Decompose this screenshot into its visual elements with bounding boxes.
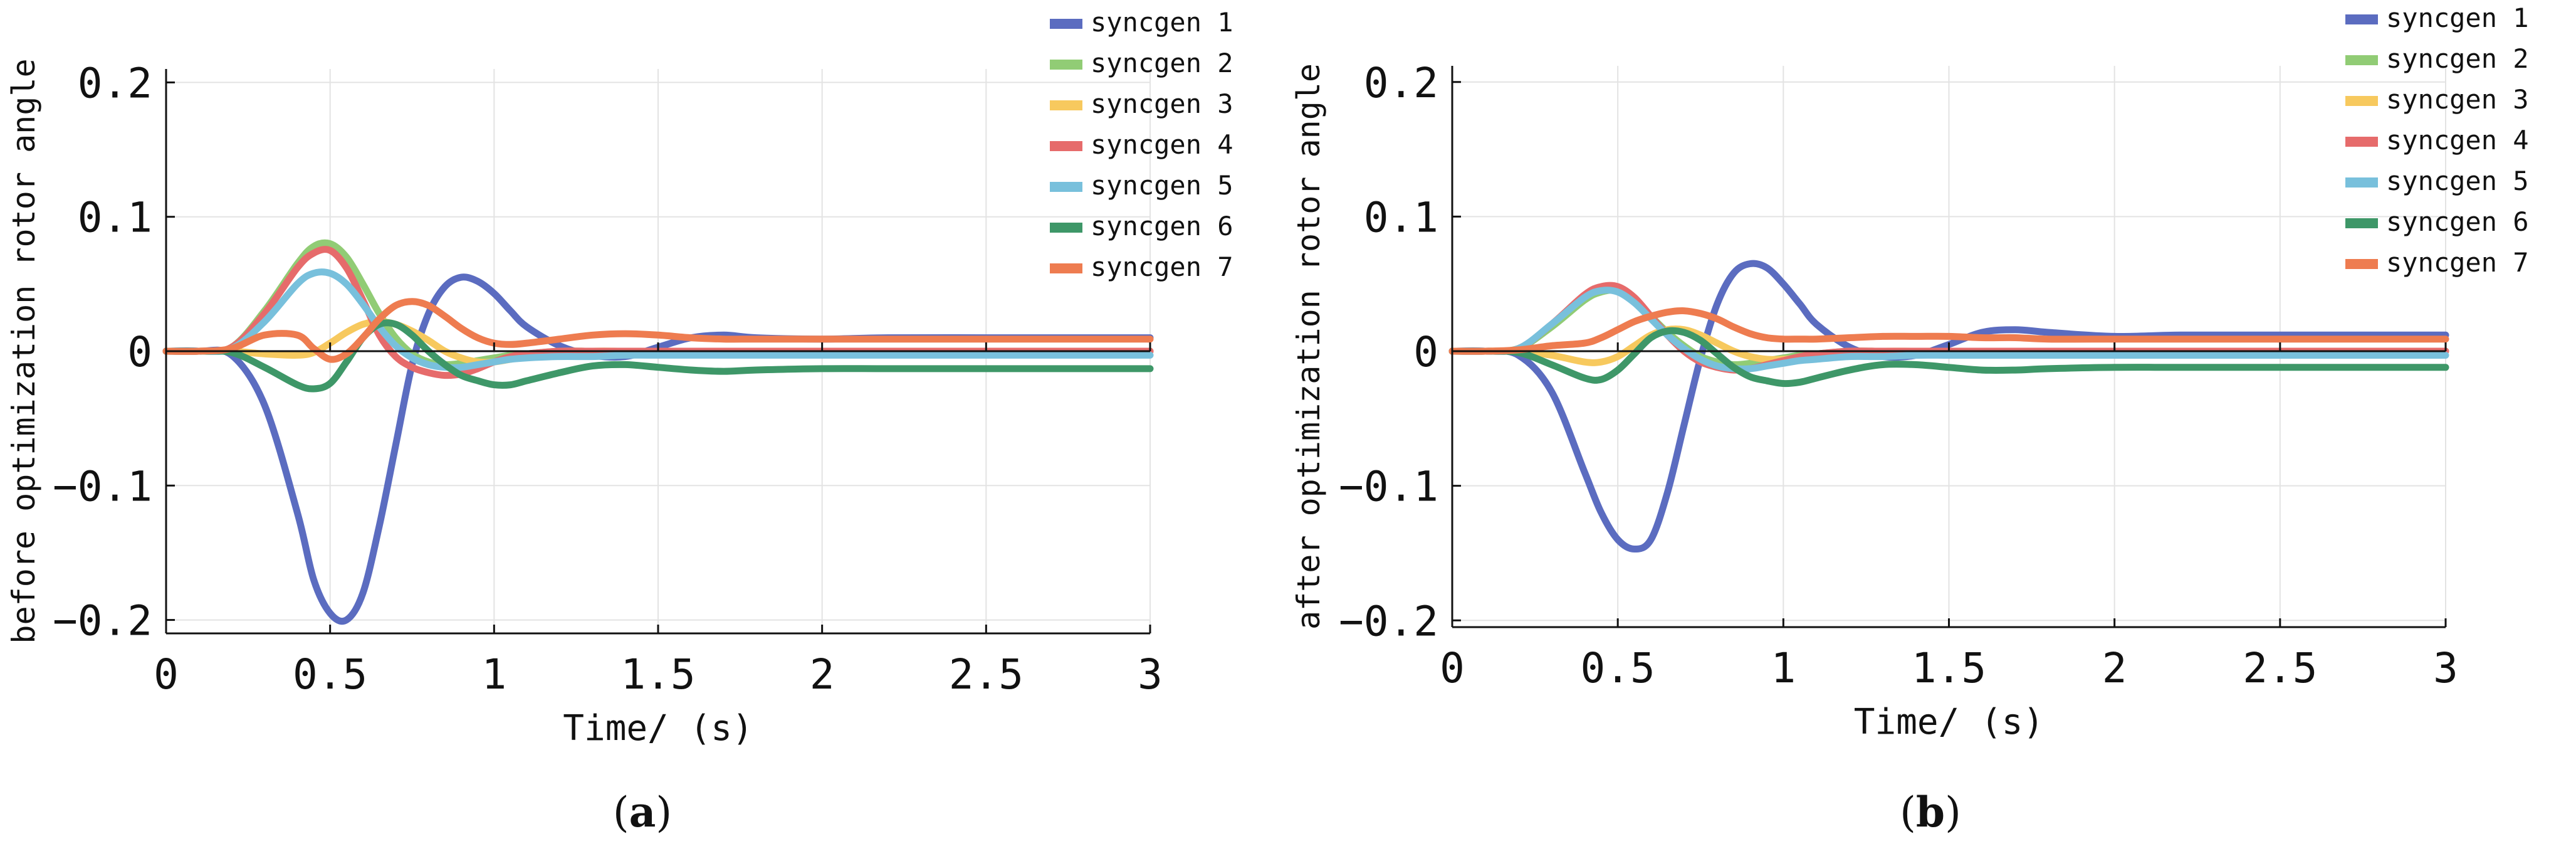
x-tick-label-a-5: 2.5	[949, 650, 1024, 699]
legend-label-a-7: syncgen 7	[1091, 251, 1233, 282]
panel-caption-a: (a)	[613, 788, 672, 837]
legend-label-b-4: syncgen 4	[2386, 125, 2529, 156]
legend-label-b-7: syncgen 7	[2386, 247, 2529, 278]
y-tick-label-a-4: 0.2	[78, 59, 152, 107]
x-tick-label-a-3: 1.5	[620, 650, 695, 699]
legend-label-b-2: syncgen 2	[2386, 43, 2529, 74]
legend-label-b-5: syncgen 5	[2386, 166, 2529, 196]
y-tick-label-a-1: −0.1	[53, 462, 152, 510]
chart-panel-b: −0.2 −0.1 0 0.1 0.2 0 0.5 1 1.5 2 2.5 3 after optim…	[1291, 3, 2529, 837]
legend-label-a-6: syncgen 6	[1091, 211, 1233, 241]
legend-b: syncgen 1 syncgen 2 syncgen 3 syncgen 4 sync…	[2345, 3, 2529, 278]
legend-a: syncgen 1 syncgen 2 syncgen 3 syncgen 4 sync…	[1050, 7, 1233, 282]
y-tick-label-a-0: −0.2	[53, 597, 152, 645]
y-axis-label-b: after optimization rotor angle	[1291, 63, 1327, 630]
legend-label-a-1: syncgen 1	[1091, 7, 1233, 38]
legend-swatch-a-2	[1050, 60, 1082, 70]
legend-swatch-b-4	[2345, 137, 2378, 147]
legend-label-b-3: syncgen 3	[2386, 84, 2529, 115]
panel-caption-b: (b)	[1900, 788, 1961, 837]
series-line-b-syncgen-7	[1448, 307, 2449, 355]
x-tick-label-a-6: 3	[1138, 650, 1163, 699]
y-tick-label-a-3: 0.1	[78, 194, 152, 242]
y-tick-label-a-2: 0	[127, 328, 152, 376]
series-line-b-syncgen-5	[1448, 287, 2449, 373]
legend-swatch-a-7	[1050, 263, 1082, 273]
chart-panel-a: −0.2 −0.1 0 0.1 0.2 0 0.5 1 1.5 2 2.5 3 before opti…	[6, 7, 1233, 837]
y-tick-label-b-0: −0.2	[1339, 597, 1438, 645]
legend-swatch-a-5	[1050, 182, 1082, 192]
x-tick-label-a-2: 1	[481, 650, 506, 699]
x-tick-label-b-3: 1.5	[1912, 644, 1986, 692]
x-tick-label-b-5: 2.5	[2243, 644, 2317, 692]
legend-label-a-5: syncgen 5	[1091, 170, 1233, 201]
axes-b: −0.2 −0.1 0 0.1 0.2 0 0.5 1 1.5 2 2.5 3	[1339, 59, 2458, 692]
legend-swatch-b-5	[2345, 177, 2378, 188]
y-tick-label-b-3: 0.1	[1364, 193, 1438, 241]
axes-a: −0.2 −0.1 0 0.1 0.2 0 0.5 1 1.5 2 2.5 3	[53, 59, 1163, 699]
series-line-b-syncgen-6	[1448, 327, 2449, 388]
legend-label-a-4: syncgen 4	[1091, 129, 1233, 160]
y-tick-label-b-4: 0.2	[1364, 59, 1438, 107]
x-tick-label-a-1: 0.5	[293, 650, 367, 699]
y-tick-label-b-2: 0	[1413, 328, 1438, 376]
legend-label-a-3: syncgen 3	[1091, 88, 1233, 119]
legend-swatch-a-6	[1050, 223, 1082, 233]
legend-swatch-b-3	[2345, 96, 2378, 106]
legend-swatch-b-6	[2345, 218, 2378, 228]
x-tick-label-a-0: 0	[154, 650, 179, 699]
legend-swatch-b-7	[2345, 259, 2378, 269]
x-tick-label-b-0: 0	[1440, 644, 1465, 692]
series-line-a-syncgen-5	[162, 268, 1154, 371]
legend-swatch-b-2	[2345, 55, 2378, 65]
legend-swatch-a-1	[1050, 19, 1082, 29]
legend-swatch-a-4	[1050, 141, 1082, 151]
x-tick-label-b-2: 1	[1771, 644, 1796, 692]
legend-label-a-2: syncgen 2	[1091, 48, 1233, 78]
x-tick-label-b-4: 2	[2102, 644, 2127, 692]
panel-caption-letter-a: a	[629, 788, 656, 837]
y-tick-label-b-1: −0.1	[1339, 463, 1438, 511]
panel-caption-letter-b: b	[1916, 788, 1945, 837]
x-tick-label-b-6: 3	[2433, 644, 2458, 692]
x-axis-label-b: Time/ (s)	[1854, 702, 2044, 743]
legend-label-b-1: syncgen 1	[2386, 3, 2529, 33]
x-axis-label-a: Time/ (s)	[563, 708, 753, 749]
y-axis-label-a: before optimization rotor angle	[6, 58, 42, 643]
x-tick-label-b-1: 0.5	[1581, 644, 1655, 692]
legend-swatch-b-1	[2345, 14, 2378, 24]
legend-label-b-6: syncgen 6	[2386, 206, 2529, 237]
legend-swatch-a-3	[1050, 100, 1082, 110]
x-tick-label-a-4: 2	[810, 650, 835, 699]
series-line-a-syncgen-6	[162, 319, 1154, 393]
